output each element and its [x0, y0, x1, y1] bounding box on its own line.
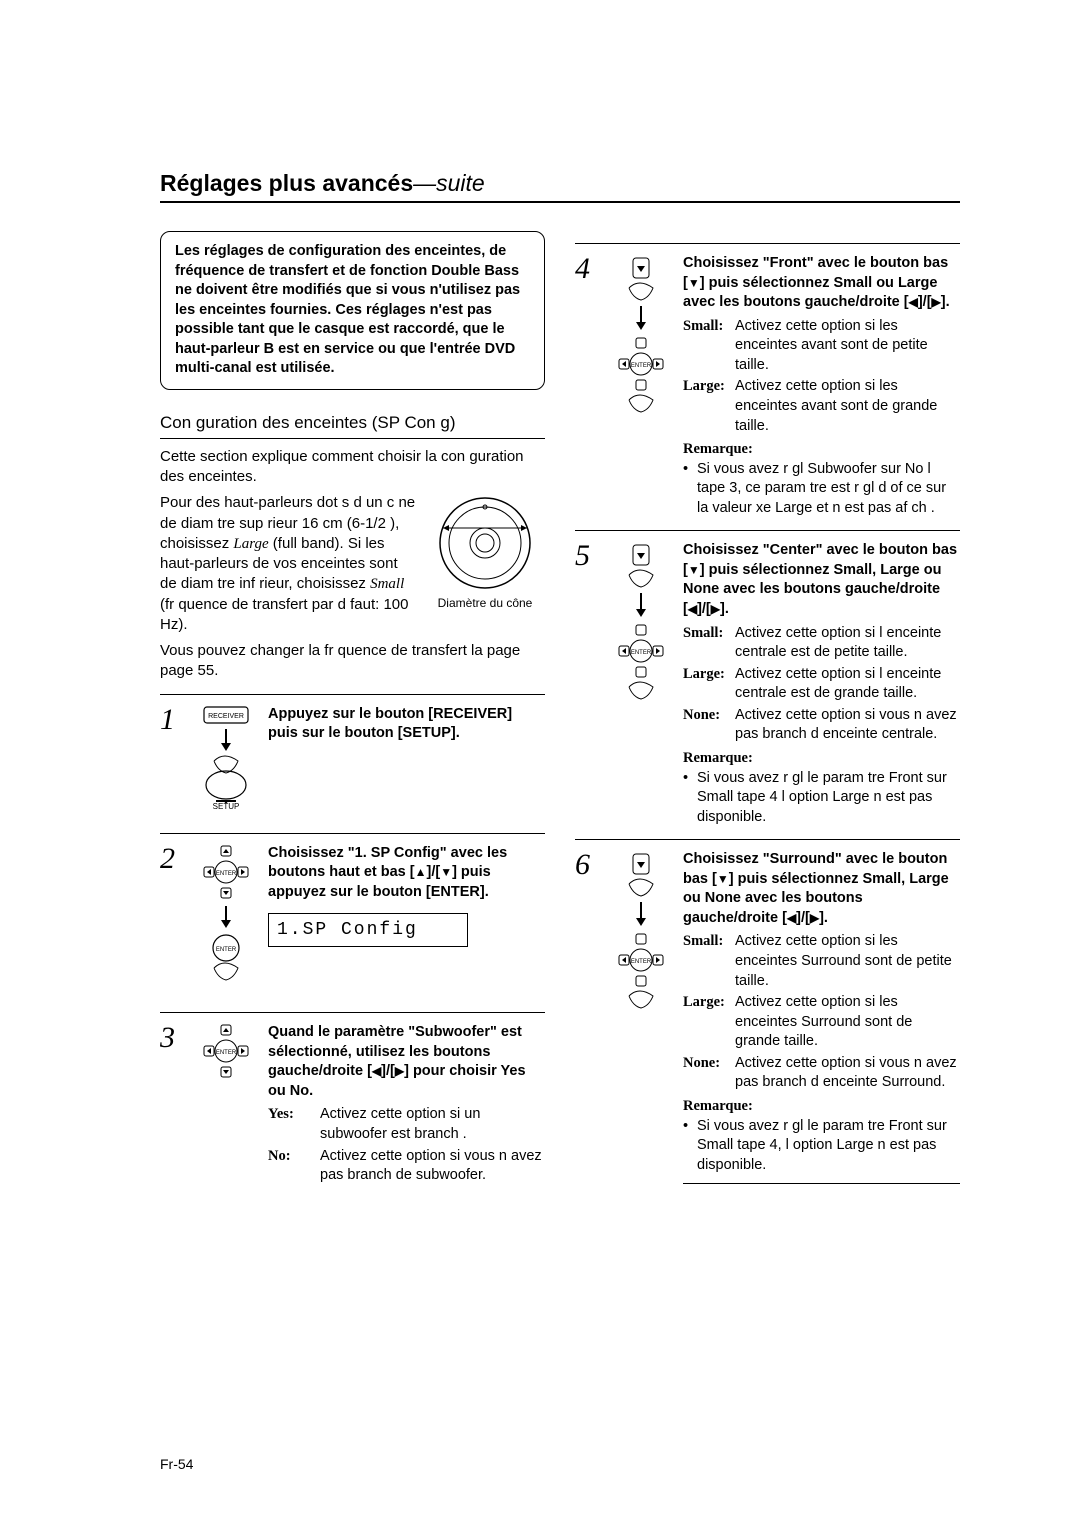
svg-text:ENTER: ENTER — [631, 959, 652, 965]
diagram-label: Diamètre du cône — [438, 596, 533, 610]
step-4-text: Choisissez "Front" avec le bouton bas [▼… — [683, 254, 960, 518]
step-3-icons: ENTER — [196, 1023, 256, 1188]
page-heading: Réglages plus avancés—suite — [160, 170, 960, 203]
svg-text:ENTER: ENTER — [216, 871, 237, 877]
svg-text:RECEIVER: RECEIVER — [208, 713, 244, 720]
cone-diagram: Diamètre du cône — [425, 493, 545, 611]
step-1-icons: RECEIVER SETUP — [196, 705, 256, 821]
step-2-text: Choisissez "1. SP Config" avec les bouto… — [268, 844, 545, 1000]
svg-text:ENTER: ENTER — [631, 363, 652, 369]
remarque-label: Remarque: — [683, 749, 960, 769]
svg-text:ENTER: ENTER — [216, 947, 237, 953]
step-1-text: Appuyez sur le bouton [RECEIVER] puis su… — [268, 705, 545, 821]
step-6: 6 ENTER — [575, 839, 960, 1184]
step-5-options: Small:Activez cette option si l enceinte… — [683, 624, 960, 745]
step-4-icons: ENTER — [611, 254, 671, 518]
speaker-cone-icon — [435, 493, 535, 593]
svg-text:ENTER: ENTER — [631, 650, 652, 656]
step-number: 1 — [160, 705, 184, 821]
step-4: 4 ENTER — [575, 243, 960, 518]
step-number: 5 — [575, 541, 599, 827]
step-3-options: Yes:Activez cette option si un subwoofer… — [268, 1105, 545, 1185]
svg-text:ENTER: ENTER — [216, 1050, 237, 1056]
note-bullet: •Si vous avez r gl Subwoofer sur No l ta… — [683, 460, 960, 519]
lcd-display: 1.SP Config — [268, 913, 468, 947]
left-column: Les réglages de configuration des encein… — [160, 231, 545, 1188]
page-footer: Fr-54 — [160, 1456, 193, 1472]
remarque-label: Remarque: — [683, 1097, 960, 1117]
step-3-text: Quand le paramètre "Subwoofer" est sélec… — [268, 1023, 545, 1188]
intro-paragraph-3: Vous pouvez changer la fr quence de tran… — [160, 641, 545, 682]
step-number: 6 — [575, 850, 599, 1184]
heading-suite: —suite — [413, 170, 485, 196]
step-2: 2 ENTER ENTER — [160, 833, 545, 1000]
step-number: 3 — [160, 1023, 184, 1188]
heading-main: Réglages plus avancés — [160, 170, 413, 196]
step-3: 3 ENTER Quand le paramètre "Subwo — [160, 1012, 545, 1188]
step-4-options: Small:Activez cette option si les encein… — [683, 317, 960, 436]
content-columns: Les réglages de configuration des encein… — [160, 231, 960, 1188]
step-5-text: Choisissez "Center" avec le bouton bas [… — [683, 541, 960, 827]
remarque-label: Remarque: — [683, 440, 960, 460]
warning-note-box: Les réglages de configuration des encein… — [160, 231, 545, 390]
step-1: 1 RECEIVER SETUP Appuyez sur le bouton [… — [160, 694, 545, 821]
note-bullet: •Si vous avez r gl le param tre Front su… — [683, 769, 960, 828]
step-5-icons: ENTER — [611, 541, 671, 827]
intro-paragraph-1: Cette section explique comment choisir l… — [160, 447, 545, 488]
section-subheading: Con guration des enceintes (SP Con g) — [160, 412, 545, 439]
note-bullet: •Si vous avez r gl le param tre Front su… — [683, 1117, 960, 1176]
step-number: 4 — [575, 254, 599, 518]
end-divider — [683, 1183, 960, 1184]
step-6-options: Small:Activez cette option si les encein… — [683, 932, 960, 1093]
step-6-icons: ENTER — [611, 850, 671, 1184]
right-column: 4 ENTER — [575, 231, 960, 1188]
step-6-text: Choisissez "Surround" avec le bouton bas… — [683, 850, 960, 1184]
step-number: 2 — [160, 844, 184, 1000]
step-2-icons: ENTER ENTER — [196, 844, 256, 1000]
step-5: 5 ENTER — [575, 530, 960, 827]
